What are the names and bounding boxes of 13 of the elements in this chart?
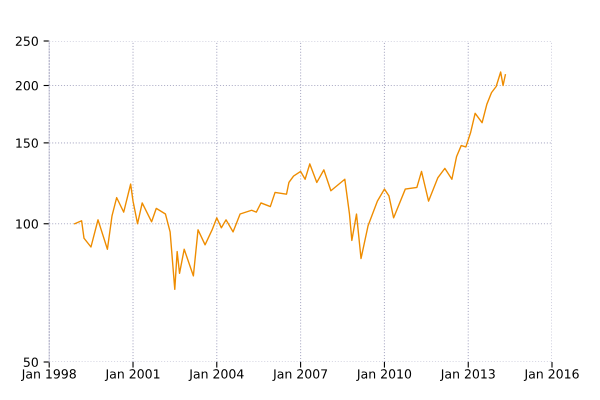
x-tick-label: Jan 2007 [272,369,328,381]
x-tick-label: Jan 2013 [440,369,495,381]
x-tick-label: Jan 1998 [21,369,76,381]
x-tick-label: Jan 2010 [356,369,412,381]
y-tick-label: 100 [16,219,38,229]
x-tick-label: Jan 2016 [524,369,579,381]
y-tick-label: 250 [16,36,38,46]
x-tick-label: Jan 2001 [104,369,160,381]
y-tick-label: 50 [24,357,38,367]
y-tick-label: 200 [16,80,38,90]
x-tick-label: Jan 2004 [188,369,244,381]
y-tick-label: 150 [16,138,38,148]
line-series [74,71,506,290]
